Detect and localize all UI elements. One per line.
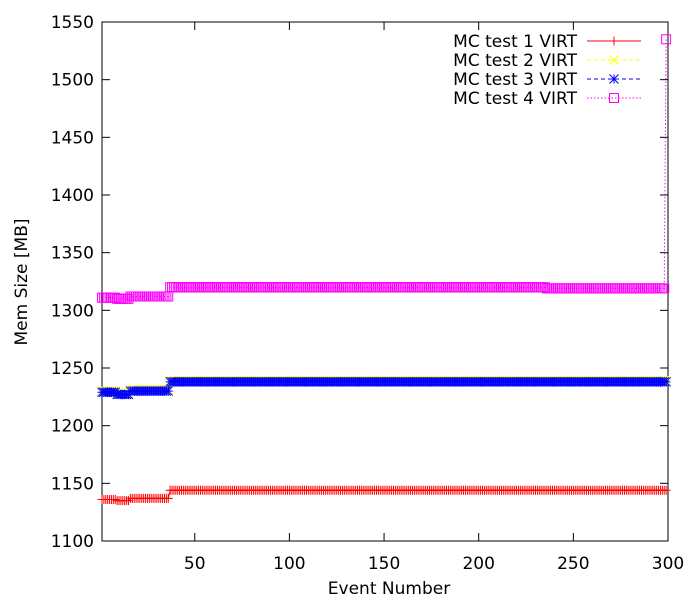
y-tick-label: 1300 (51, 301, 94, 321)
legend-item: MC test 2 VIRT (453, 51, 641, 71)
y-tick-label: 1150 (51, 474, 94, 494)
series-markers (97, 485, 671, 506)
legend-marker-swatch (609, 74, 619, 84)
x-tick-label: 50 (184, 554, 206, 574)
y-tick-label: 1500 (51, 71, 94, 91)
y-tick-label: 1350 (51, 244, 94, 264)
series-mc-test-3-virt (97, 376, 671, 400)
data-point-marker (661, 485, 671, 495)
x-tick-label: 300 (652, 554, 684, 574)
y-tick-label: 1100 (51, 532, 94, 552)
y-tick-label: 1550 (51, 13, 94, 33)
y-axis-label: Mem Size [MB] (12, 219, 32, 346)
series-mc-test-4-virt (97, 34, 672, 304)
data-point-marker (661, 34, 672, 45)
legend-label: MC test 4 VIRT (453, 89, 577, 109)
y-tick-label: 1200 (51, 417, 94, 437)
data-point-marker (163, 386, 174, 396)
x-axis-label: Event Number (328, 579, 450, 599)
legend-marker-swatch (609, 93, 619, 103)
x-tick-label: 150 (368, 554, 400, 574)
series-markers (97, 34, 672, 304)
series-line (102, 39, 667, 300)
data-point-marker (661, 376, 671, 387)
y-tick-label: 1450 (51, 128, 94, 148)
y-tick-label: 1250 (51, 359, 94, 379)
data-point-marker (659, 283, 670, 294)
plot-frame (101, 21, 669, 542)
y-tick-label: 1400 (51, 186, 94, 206)
legend-marker-swatch (609, 55, 619, 65)
x-axis: 50 100 150 200 250 300 (184, 22, 684, 574)
legend-item: MC test 3 VIRT (453, 70, 641, 90)
data-point-marker (163, 493, 173, 503)
legend-label: MC test 3 VIRT (453, 70, 577, 90)
x-tick-label: 250 (557, 554, 589, 574)
x-tick-label: 100 (273, 554, 305, 574)
data-point-marker (110, 494, 120, 504)
legend-label: MC test 2 VIRT (453, 51, 577, 71)
series-markers (97, 376, 671, 400)
legend-item: MC test 1 VIRT (453, 32, 641, 52)
legend-item: MC test 4 VIRT (453, 89, 641, 109)
legend-marker-swatch (609, 36, 619, 46)
data-point-marker (124, 496, 134, 506)
y-axis: 1100 1150 1200 1250 1300 1350 1400 1450 1500 1550 (51, 13, 668, 552)
series-mc-test-1-virt (97, 485, 671, 506)
x-tick-label: 200 (462, 554, 494, 574)
legend-label: MC test 1 VIRT (453, 32, 577, 52)
series-layer (97, 34, 672, 506)
